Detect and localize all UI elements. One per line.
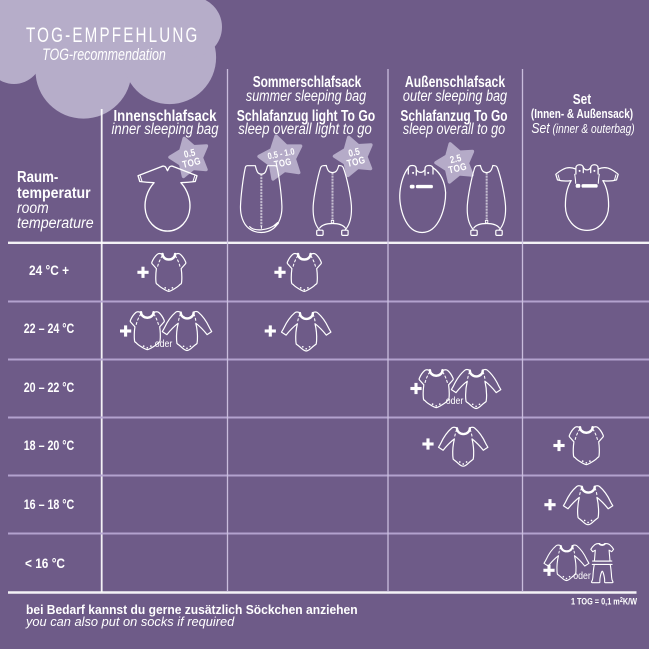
svg-text:0.5 - 1.0: 0.5 - 1.0 [267,145,296,161]
svg-text:TOG: TOG [447,161,468,176]
svg-text:TOG: TOG [273,156,293,170]
svg-text:TOG: TOG [181,155,202,170]
svg-text:oder: oder [573,569,591,581]
svg-text:0.5: 0.5 [183,147,197,160]
svg-text:oder: oder [446,395,464,407]
svg-text:0.5: 0.5 [347,146,361,159]
svg-text:oder: oder [155,337,173,349]
svg-text:TOG: TOG [346,154,367,169]
svg-text:2.5: 2.5 [449,152,463,165]
